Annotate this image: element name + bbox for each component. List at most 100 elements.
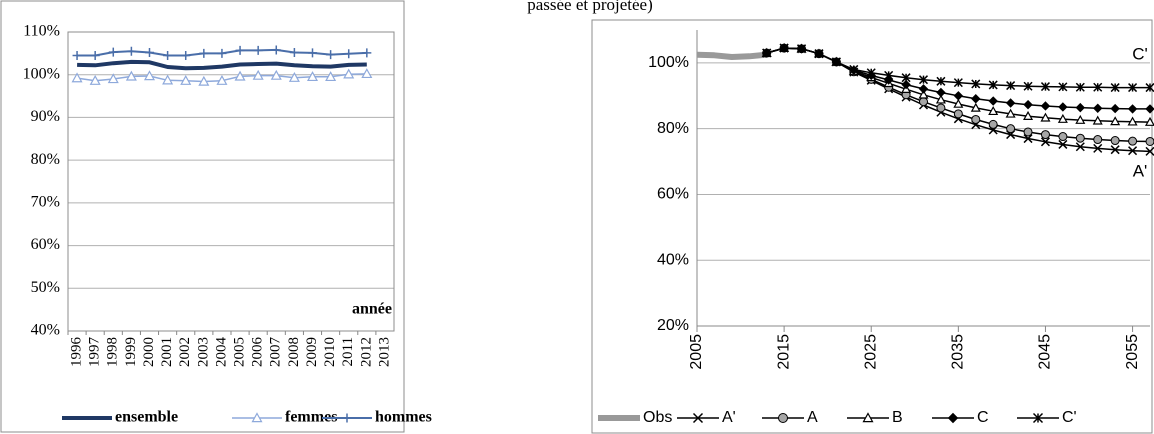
marker — [849, 64, 859, 74]
marker — [918, 84, 929, 94]
y-tick-label: 20% — [657, 317, 689, 334]
marker — [936, 103, 946, 113]
marker — [1023, 81, 1033, 91]
marker — [936, 87, 946, 98]
marker — [988, 80, 998, 90]
y-tick-label: 100% — [648, 54, 689, 71]
marker — [1023, 110, 1034, 120]
marker — [762, 48, 772, 58]
marker — [1058, 102, 1068, 112]
marker — [1110, 145, 1120, 155]
legend-label: hommes — [375, 409, 432, 426]
x-tick-label: 2007 — [268, 337, 284, 368]
marker — [1128, 136, 1138, 146]
marker — [343, 68, 355, 79]
legend-marker — [777, 413, 789, 423]
marker — [1127, 116, 1138, 126]
marker — [326, 50, 336, 60]
legend-label: ensemble — [115, 409, 178, 426]
marker — [1040, 101, 1051, 111]
marker — [107, 73, 119, 84]
x-axis-label: année — [352, 301, 392, 318]
legend-label: C — [977, 409, 989, 426]
marker — [1145, 104, 1154, 114]
marker — [199, 48, 209, 58]
legend-marker — [692, 412, 704, 424]
marker — [1075, 82, 1085, 92]
y-tick-label: 110% — [23, 23, 60, 40]
marker — [1093, 82, 1103, 92]
y-tick-label: 40% — [31, 322, 60, 339]
marker — [1093, 103, 1103, 113]
caption: passée et projetée) — [527, 0, 653, 14]
marker — [344, 49, 354, 59]
marker — [1058, 139, 1068, 149]
y-tick-label: 40% — [657, 251, 689, 268]
x-tick-label: 2015 — [775, 334, 792, 370]
marker — [988, 119, 998, 129]
marker — [289, 48, 299, 58]
series-line — [696, 51, 767, 60]
marker — [814, 49, 824, 59]
x-tick-label: 2011 — [340, 337, 356, 366]
legend-marker — [862, 412, 874, 423]
y-tick-label: 50% — [31, 279, 60, 296]
marker — [1145, 83, 1154, 93]
marker — [988, 106, 999, 116]
x-tick-label: 2035 — [950, 334, 967, 370]
y-tick-label: 80% — [657, 120, 689, 137]
marker — [971, 94, 981, 104]
x-tick-label: 1997 — [87, 337, 103, 368]
legend-label: Obs — [643, 409, 672, 426]
marker — [779, 43, 789, 53]
marker — [1110, 83, 1120, 93]
marker — [1040, 137, 1050, 147]
marker — [362, 48, 372, 58]
marker — [1110, 136, 1120, 145]
marker — [1127, 104, 1138, 114]
marker — [71, 72, 83, 83]
marker — [1075, 102, 1086, 113]
marker — [1040, 82, 1050, 92]
y-tick-label: 60% — [31, 236, 60, 253]
marker — [361, 68, 373, 79]
legend-marker — [251, 412, 263, 423]
marker — [1005, 98, 1016, 108]
marker — [1075, 114, 1086, 124]
x-tick-label: 2006 — [250, 337, 266, 368]
marker — [953, 98, 964, 108]
marker — [198, 75, 210, 86]
x-tick-label: 2009 — [304, 337, 320, 367]
marker — [971, 114, 981, 124]
marker — [1006, 81, 1016, 91]
marker — [831, 57, 841, 67]
marker — [1005, 108, 1016, 118]
annotation: A' — [1133, 161, 1148, 180]
x-tick-label: 2045 — [1037, 334, 1054, 370]
marker — [884, 70, 894, 80]
marker — [1145, 146, 1154, 156]
marker — [901, 73, 911, 83]
marker — [180, 74, 192, 85]
marker — [1144, 116, 1154, 126]
marker — [1023, 134, 1033, 144]
legend-marker — [342, 413, 352, 423]
marker — [126, 46, 136, 56]
marker — [953, 78, 963, 88]
marker — [1057, 113, 1068, 123]
marker — [306, 71, 319, 82]
x-tick-label: 2025 — [862, 334, 879, 370]
x-tick-label: 2005 — [688, 334, 705, 370]
marker — [936, 76, 946, 86]
marker — [797, 44, 807, 54]
x-tick-label: 2002 — [177, 337, 193, 367]
x-tick-label: 2055 — [1124, 334, 1141, 370]
marker — [1023, 99, 1033, 110]
marker — [1058, 132, 1068, 142]
marker — [1092, 115, 1103, 125]
annotation: C' — [1132, 44, 1148, 63]
left-frame — [0, 0, 405, 433]
marker — [988, 96, 998, 106]
marker — [970, 102, 981, 112]
x-tick-label: 2008 — [286, 337, 302, 367]
